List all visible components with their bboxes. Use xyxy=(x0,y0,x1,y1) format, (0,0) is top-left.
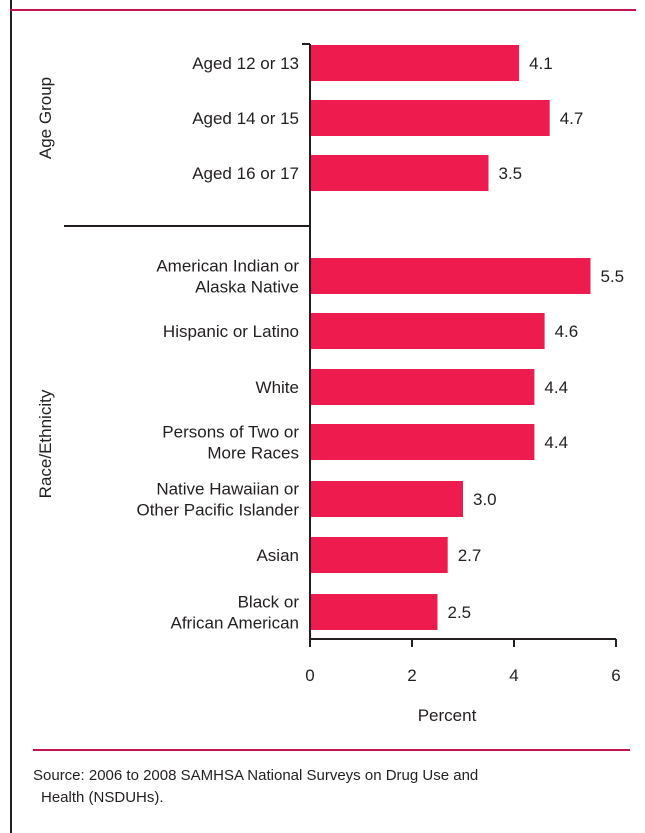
value-label-white: 4.4 xyxy=(544,378,568,397)
value-label-persons-of-two-or-more-races: 4.4 xyxy=(544,433,568,452)
bar-persons-of-two-or-more-races xyxy=(311,424,535,460)
category-label-aged-14-or-15: Aged 14 or 15 xyxy=(192,109,299,128)
category-label-line: Native Hawaiian or xyxy=(156,480,299,499)
x-tick-label-0: 0 xyxy=(305,666,314,685)
value-label-black-or-african-american: 2.5 xyxy=(448,603,472,622)
value-label-aged-16-or-17: 3.5 xyxy=(499,164,523,183)
value-label-asian: 2.7 xyxy=(458,546,482,565)
category-label-line: Hispanic or Latino xyxy=(163,322,299,341)
category-label-line: Other Pacific Islander xyxy=(136,501,299,520)
x-tick-label-2: 2 xyxy=(407,666,416,685)
category-label-white: White xyxy=(256,378,299,397)
bar-aged-14-or-15 xyxy=(311,100,550,136)
value-label-american-indian-or-alaska-native: 5.5 xyxy=(601,267,625,286)
category-label-line: White xyxy=(256,378,299,397)
x-tick-label-4: 4 xyxy=(509,666,518,685)
x-tick-label-6: 6 xyxy=(611,666,620,685)
category-label-line: Aged 14 or 15 xyxy=(192,109,299,128)
category-label-native-hawaiian-or-other-pacific-islander: Native Hawaiian or Other Pacific Islander xyxy=(136,480,299,520)
bar-asian xyxy=(311,537,448,573)
group-label-age-group: Age Group xyxy=(36,77,55,159)
value-label-aged-12-or-13: 4.1 xyxy=(529,54,553,73)
source-line-2: Health (NSDUHs). xyxy=(41,789,164,806)
bottom-rule xyxy=(33,749,630,751)
top-rule xyxy=(10,9,636,11)
source-line-1: Source: 2006 to 2008 SAMHSA National Sur… xyxy=(33,767,479,784)
bar-aged-12-or-13 xyxy=(311,45,520,81)
category-label-line: Aged 16 or 17 xyxy=(192,164,299,183)
category-label-line: Aged 12 or 13 xyxy=(192,54,299,73)
category-label-line: Persons of Two or xyxy=(162,423,299,442)
bar-american-indian-or-alaska-native xyxy=(311,258,591,294)
category-label-hispanic-or-latino: Hispanic or Latino xyxy=(163,322,299,341)
frame-left-border xyxy=(10,0,12,833)
category-label-line: Alaska Native xyxy=(195,278,299,297)
value-label-hispanic-or-latino: 4.6 xyxy=(555,322,579,341)
category-label-persons-of-two-or-more-races: Persons of Two or More Races xyxy=(162,423,299,463)
category-label-aged-16-or-17: Aged 16 or 17 xyxy=(192,164,299,183)
value-label-aged-14-or-15: 4.7 xyxy=(560,109,584,128)
category-label-asian: Asian xyxy=(256,546,299,565)
bar-white xyxy=(311,369,535,405)
category-label-line: Black or xyxy=(238,593,300,612)
category-label-aged-12-or-13: Aged 12 or 13 xyxy=(192,54,299,73)
group-label-race-ethnicity: Race/Ethnicity xyxy=(36,389,55,498)
x-axis-label: Percent xyxy=(418,706,477,725)
source-note: Source: 2006 to 2008 SAMHSA National Sur… xyxy=(33,765,633,809)
bar-native-hawaiian-or-other-pacific-islander xyxy=(311,481,463,517)
category-label-line: Asian xyxy=(256,546,299,565)
category-label-line: More Races xyxy=(207,444,299,463)
bar-aged-16-or-17 xyxy=(311,155,489,191)
category-label-black-or-african-american: Black or African American xyxy=(171,593,300,633)
bar-chart: 0 2 4 6 Percent Age Group 4.1 Aged 12 or 13 4.7 A… xyxy=(36,43,625,725)
category-label-american-indian-or-alaska-native: American Indian or Alaska Native xyxy=(156,257,299,297)
bar-black-or-african-american xyxy=(311,594,438,630)
value-label-native-hawaiian-or-other-pacific-islander: 3.0 xyxy=(473,490,497,509)
bar-hispanic-or-latino xyxy=(311,313,545,349)
category-label-line: American Indian or xyxy=(156,257,299,276)
category-label-line: African American xyxy=(171,614,300,633)
